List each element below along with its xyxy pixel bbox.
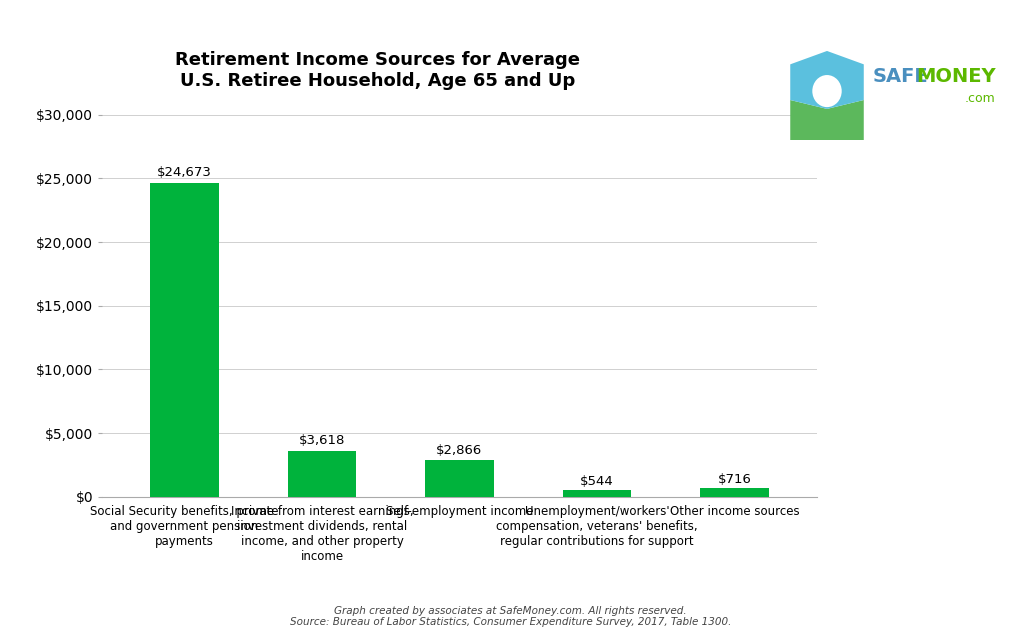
Text: $24,673: $24,673 <box>157 166 212 179</box>
Bar <box>425 461 494 497</box>
Bar <box>288 451 356 497</box>
Text: .com: .com <box>965 92 995 105</box>
Circle shape <box>813 75 841 107</box>
Bar <box>150 183 218 497</box>
Text: Graph created by associates at SafeMoney.com. All rights reserved.
Source: Burea: Graph created by associates at SafeMoney… <box>290 606 731 627</box>
Text: Retirement Income Sources for Average
U.S. Retiree Household, Age 65 and Up: Retirement Income Sources for Average U.… <box>176 51 580 90</box>
Polygon shape <box>790 51 864 109</box>
Text: SAFE: SAFE <box>873 67 928 86</box>
Bar <box>700 488 769 497</box>
Text: $2,866: $2,866 <box>436 444 483 457</box>
Text: $544: $544 <box>580 475 614 489</box>
Text: $716: $716 <box>718 473 751 486</box>
Text: MONEY: MONEY <box>916 67 995 86</box>
Text: $3,618: $3,618 <box>299 434 345 447</box>
Bar <box>563 490 631 497</box>
Polygon shape <box>790 100 864 140</box>
